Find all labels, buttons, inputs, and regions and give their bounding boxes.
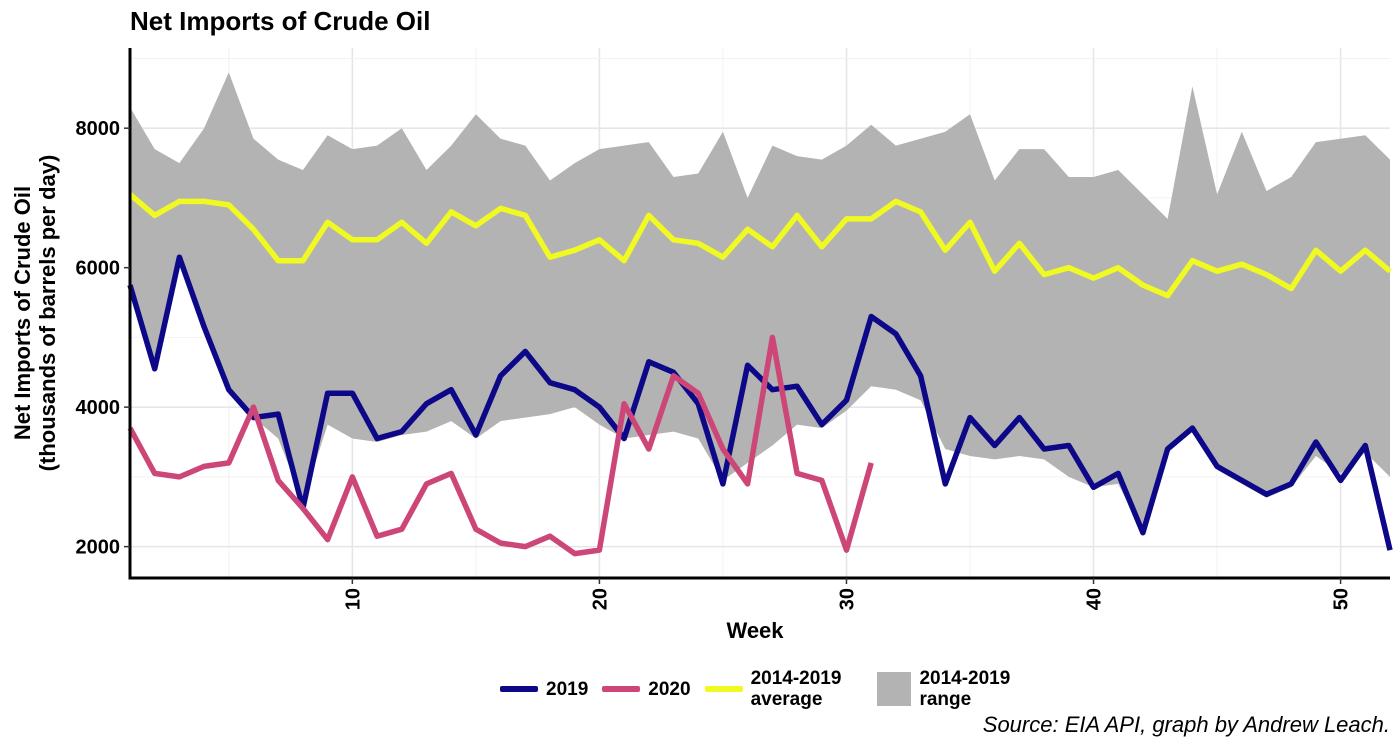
y-tick-label: 6000: [76, 258, 121, 280]
legend: 2019 2020 2014-2019 average 2014-2019 ra…: [500, 664, 1024, 714]
legend-label-range: 2014-2019 range: [919, 668, 1011, 710]
y-axis-label-line2: (thousands of barrels per day): [35, 155, 60, 472]
x-axis-label: Week: [726, 618, 784, 643]
legend-label-2020: 2020: [648, 678, 691, 700]
legend-item-average: 2014-2019 average: [704, 668, 842, 710]
legend-label-2019: 2019: [546, 678, 589, 700]
y-tick-label: 2000: [76, 537, 121, 559]
range-area: [130, 72, 1390, 533]
legend-swatch-range: [877, 672, 912, 706]
legend-label-average: 2014-2019 average: [750, 668, 842, 710]
line-chart: 2000 4000 6000 8000 10 20 30 40 50 Net Imports o…: [10, 48, 1393, 643]
x-tick-label: 10: [342, 588, 364, 610]
x-tick-label: 50: [1331, 588, 1353, 610]
series-line-average: [128, 192, 1392, 299]
source-caption: Source: EIA API, graph by Andrew Leach.: [982, 712, 1390, 737]
y-tick-label: 4000: [76, 397, 121, 419]
legend-swatch-2020: [602, 686, 641, 692]
legend-swatch-average: [704, 686, 743, 692]
y-tick-label: 8000: [76, 118, 121, 140]
series-line-2019: [127, 254, 1393, 551]
x-tick-label: 20: [589, 588, 611, 610]
legend-item-2019: 2019: [500, 679, 588, 700]
series-line-2020: [127, 334, 874, 557]
legend-swatch-2019: [500, 686, 538, 692]
range-ribbon: [130, 72, 1390, 533]
x-tick-label: 40: [1084, 588, 1106, 610]
series-lines: [127, 192, 1393, 557]
y-axis-label-line1: Net Imports of Crude Oil: [10, 186, 35, 440]
legend-item-range: 2014-2019 range: [855, 668, 1010, 710]
legend-item-2020: 2020: [602, 678, 691, 700]
x-tick-label: 30: [836, 588, 858, 610]
chart-title: Net Imports of Crude Oil: [130, 6, 431, 36]
axes: 2000 4000 6000 8000 10 20 30 40 50: [76, 48, 1390, 610]
